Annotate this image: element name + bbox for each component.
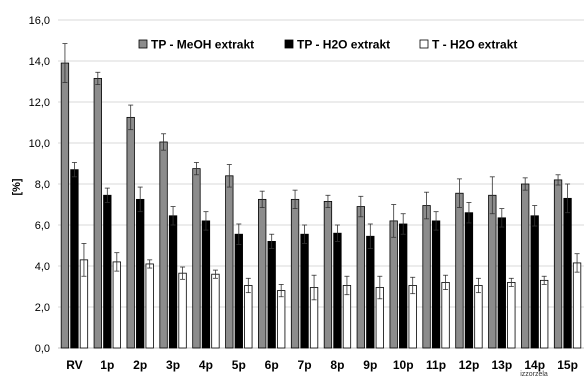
bar-1 (455, 192, 464, 349)
bar-1 (225, 175, 234, 349)
bars-layer (60, 62, 582, 349)
bar-3 (211, 273, 220, 349)
bar-2 (530, 215, 539, 349)
bar-3 (277, 290, 286, 349)
legend-swatch (419, 39, 429, 49)
bar-2 (399, 223, 408, 349)
legend-label: TP - H2O extrakt (297, 38, 390, 52)
bar-2 (136, 198, 145, 349)
bar-3 (441, 281, 450, 349)
legend-swatch (284, 39, 294, 49)
x-tick-label: 5p (232, 358, 246, 372)
bar-1 (389, 220, 398, 349)
bar-1 (290, 198, 300, 349)
x-tick-label: 3p (166, 358, 180, 372)
bar-2 (70, 169, 79, 349)
x-tick-label: 7p (298, 358, 312, 372)
bar-1 (553, 179, 563, 349)
y-tick-label: 4,0 (35, 261, 50, 273)
bar-2 (333, 232, 342, 349)
y-axis-label: [%] (11, 178, 23, 195)
bar-3 (178, 272, 187, 349)
bar-1 (488, 194, 497, 349)
x-tick-label: 15p (557, 358, 578, 372)
bar-3 (244, 285, 253, 349)
y-tick-label: 12,0 (29, 97, 50, 109)
legend-label: T - H2O extrakt (432, 38, 517, 52)
annotation-text: izzorzela (520, 371, 548, 378)
bar-3 (145, 263, 154, 349)
y-tick-label: 6,0 (35, 220, 50, 232)
bar-1 (521, 183, 530, 349)
legend-label: TP - MeOH extrakt (151, 38, 254, 52)
y-tick-label: 0,0 (35, 343, 50, 355)
bar-2 (300, 233, 309, 349)
y-tick-label: 8,0 (35, 179, 50, 191)
x-tick-label: 6p (265, 358, 279, 372)
bar-1 (356, 206, 365, 349)
bar-2 (103, 194, 112, 349)
bar-3 (112, 261, 121, 349)
bar-3 (540, 279, 549, 349)
bar-3 (507, 281, 516, 349)
y-tick-label: 2,0 (35, 302, 50, 314)
x-tick-label: 4p (199, 358, 213, 372)
bar-2 (201, 220, 211, 349)
x-tick-label: 14p (524, 358, 545, 372)
x-tick-label: 11p (426, 358, 446, 372)
bar-2 (464, 212, 474, 349)
bar-3 (408, 285, 417, 349)
legend: TP - MeOH extrakt TP - H2O extrakt T - H2O… (138, 38, 517, 52)
bar-2 (497, 217, 506, 349)
x-tick-label: 8p (330, 358, 344, 372)
x-tick-label: 1p (100, 358, 114, 372)
bar-1 (192, 168, 201, 349)
bar-1 (323, 201, 333, 349)
bar-3 (572, 262, 582, 349)
bar-3 (474, 285, 483, 349)
x-tick-label: 2p (133, 358, 147, 372)
bar-2 (234, 233, 243, 349)
bar-1 (60, 62, 70, 349)
x-tick-label: 10p (393, 358, 414, 372)
x-tick-label: 12p (459, 358, 480, 372)
legend-swatch (138, 39, 148, 49)
y-tick-label: 16,0 (29, 15, 50, 27)
y-tick-label: 14,0 (29, 56, 50, 68)
error-bars-layer (62, 43, 580, 301)
y-tick-label: 10,0 (29, 138, 50, 150)
bar-2 (366, 235, 375, 349)
x-tick-label: 9p (363, 358, 377, 372)
bar-2 (168, 215, 178, 349)
y-axis: 0,0 2,0 4,0 6,0 8,0 10,0 12,0 14,0 16,0 (29, 15, 50, 355)
bar-1 (93, 78, 102, 349)
bar-1 (159, 141, 168, 349)
bar-1 (422, 205, 431, 349)
bar-1 (126, 116, 135, 349)
x-axis: RV 1p 2p 3p 4p 5p 6p 7p 8p 9p 10p 11p 12p 13p 14p 15p (66, 358, 578, 372)
bar-2 (267, 240, 276, 349)
bar-2 (563, 197, 572, 349)
bar-1 (258, 198, 267, 349)
x-tick-label: 13p (491, 358, 512, 372)
bar-2 (431, 220, 441, 349)
x-tick-label: RV (66, 358, 82, 372)
